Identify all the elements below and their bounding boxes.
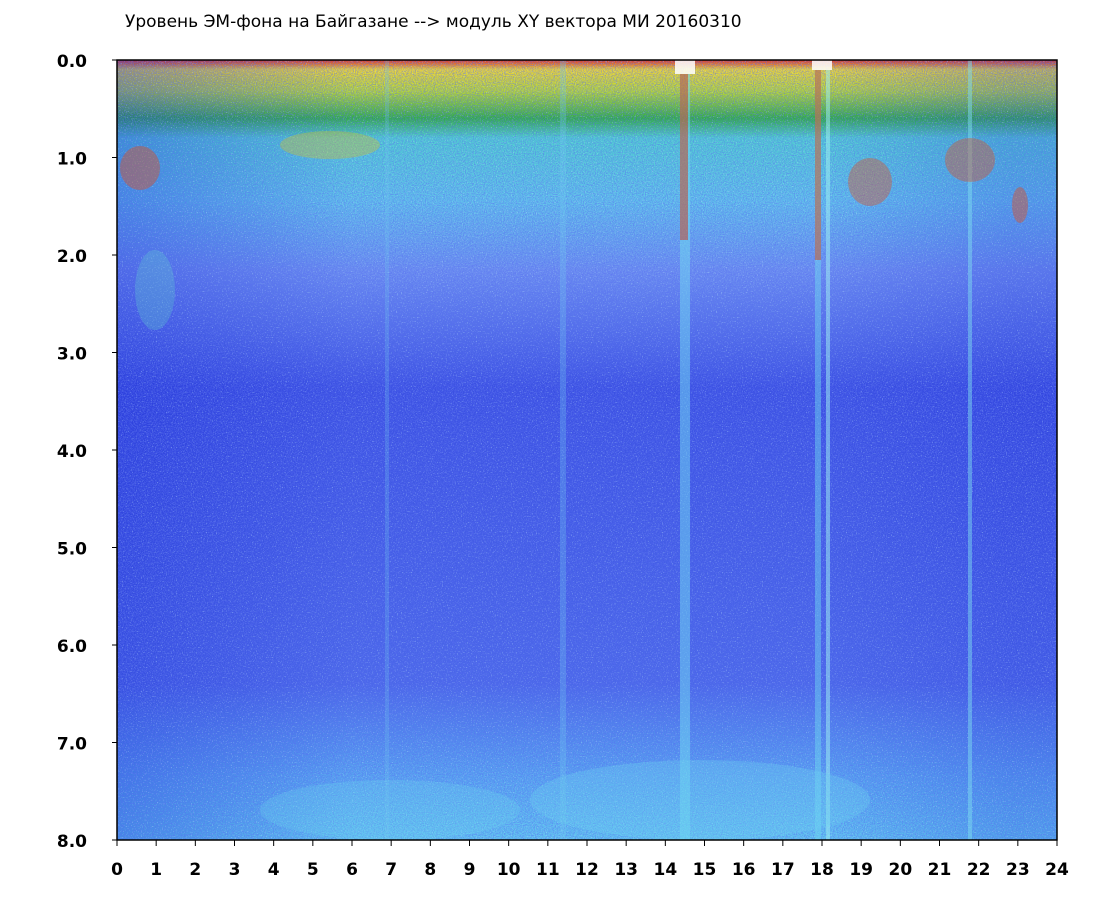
x-tick-label: 6 bbox=[346, 860, 358, 880]
x-tick-label: 11 bbox=[536, 860, 560, 880]
y-tick-label: 0.0 bbox=[57, 52, 87, 72]
x-tick-label: 22 bbox=[967, 860, 991, 880]
x-tick-label: 18 bbox=[810, 860, 834, 880]
y-tick-label: 4.0 bbox=[57, 442, 87, 462]
x-tick-label: 13 bbox=[614, 860, 638, 880]
x-tick-label: 7 bbox=[385, 860, 397, 880]
x-tick-label: 0 bbox=[111, 860, 123, 880]
x-tick-label: 3 bbox=[229, 860, 241, 880]
spectrogram-field bbox=[117, 60, 1057, 840]
y-tick-label: 3.0 bbox=[57, 345, 87, 365]
x-tick-label: 5 bbox=[307, 860, 319, 880]
chart-title: Уровень ЭМ-фона на Байгазане --> модуль … bbox=[125, 12, 742, 32]
x-tick-label: 14 bbox=[653, 860, 677, 880]
x-tick-label: 1 bbox=[150, 860, 162, 880]
x-tick-label: 8 bbox=[424, 860, 436, 880]
y-tick-label: 6.0 bbox=[57, 637, 87, 657]
y-tick-label: 5.0 bbox=[57, 540, 87, 560]
x-tick-label: 12 bbox=[575, 860, 599, 880]
y-tick-label: 2.0 bbox=[57, 247, 87, 267]
x-tick-label: 10 bbox=[497, 860, 521, 880]
y-tick-label: 8.0 bbox=[57, 832, 87, 852]
x-tick-label: 16 bbox=[732, 860, 756, 880]
x-tick-label: 15 bbox=[693, 860, 717, 880]
x-tick-label: 17 bbox=[771, 860, 795, 880]
x-tick-label: 24 bbox=[1045, 860, 1069, 880]
x-tick-label: 23 bbox=[1006, 860, 1030, 880]
x-tick-label: 2 bbox=[189, 860, 201, 880]
x-tick-label: 4 bbox=[268, 860, 280, 880]
y-tick-label: 1.0 bbox=[57, 150, 87, 170]
x-tick-label: 19 bbox=[849, 860, 873, 880]
x-tick-label: 21 bbox=[928, 860, 952, 880]
x-tick-label: 9 bbox=[464, 860, 476, 880]
y-tick-label: 7.0 bbox=[57, 735, 87, 755]
x-tick-label: 20 bbox=[888, 860, 912, 880]
